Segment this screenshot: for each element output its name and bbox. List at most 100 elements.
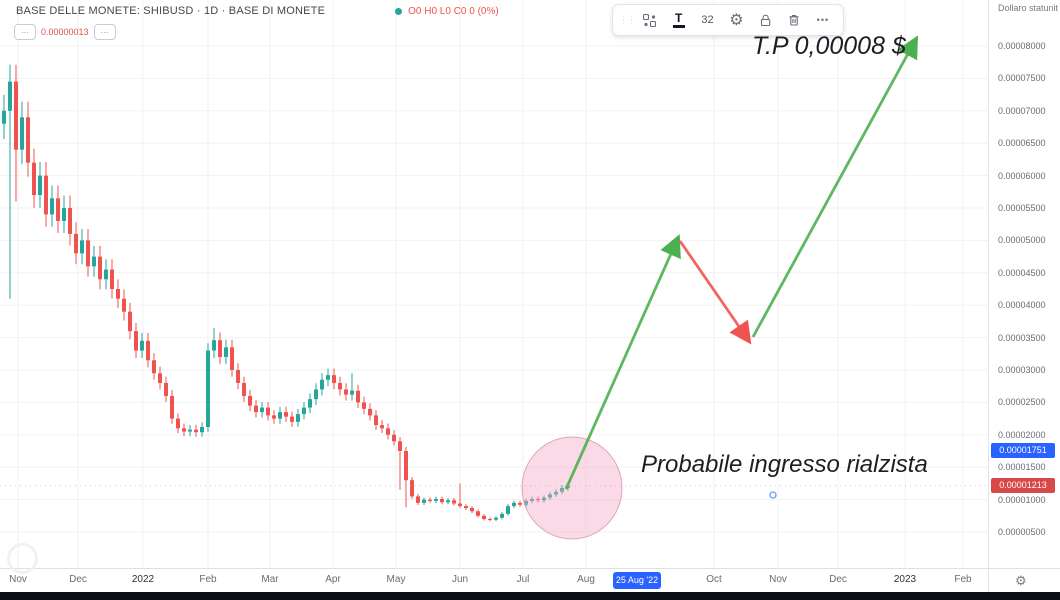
candle-body — [26, 117, 30, 163]
entry-highlight-circle[interactable] — [521, 436, 623, 540]
candle-body — [98, 256, 102, 280]
time-tick: Feb — [954, 574, 972, 585]
candle-body — [314, 389, 318, 400]
candle-body — [362, 402, 366, 409]
price-tick: 0.00003500 — [998, 332, 1046, 343]
candle-body — [158, 373, 162, 383]
candle-body — [230, 347, 234, 370]
candle-body — [272, 415, 276, 419]
trash-icon[interactable] — [783, 8, 805, 32]
toolbar-drag-handle-icon[interactable]: ⋮⋮ — [619, 14, 636, 25]
font-size-button[interactable]: 32 — [701, 14, 714, 26]
time-tick: Feb — [199, 574, 217, 585]
candle-body — [236, 370, 240, 383]
candle-body — [500, 513, 504, 518]
candle-body — [392, 434, 396, 442]
candle-body — [374, 415, 378, 426]
candle-body — [206, 350, 210, 428]
impulse-up-arrow[interactable] — [564, 234, 681, 490]
time-tick: Jul — [516, 574, 530, 585]
candle-body — [290, 416, 294, 422]
price-tick: 0.00004000 — [998, 300, 1046, 311]
candle-body — [338, 382, 342, 390]
time-tick: Mar — [261, 574, 279, 585]
symbol-title[interactable]: BASE DELLE MONETE: SHIBUSD · 1D · BASE D… — [16, 5, 326, 17]
candle-body — [488, 519, 492, 521]
candle-body — [428, 499, 432, 501]
candle-body — [326, 375, 330, 380]
candle-body — [344, 389, 348, 395]
text-color-letter: T — [675, 10, 683, 25]
bottom-black-strip — [0, 592, 1060, 600]
target-price-annotation[interactable]: T.P 0,00008 $ — [752, 32, 906, 60]
candle-body — [170, 395, 174, 419]
price-tick: 0.00005000 — [998, 235, 1046, 246]
candle-body — [506, 506, 510, 514]
time-axis[interactable]: Nov Dec 2022 Feb Mar Apr May Jun Jul Aug Oct Nov Dec… — [0, 568, 988, 593]
candle-body — [398, 441, 402, 451]
time-tick: Jun — [451, 574, 469, 585]
text-color-icon[interactable]: T — [668, 8, 690, 32]
more-options-icon[interactable]: ••• — [816, 15, 830, 25]
price-tick: 0.00008000 — [998, 41, 1046, 51]
chart-legend: BASE DELLE MONETE: SHIBUSD · 1D · BASE D… — [16, 5, 499, 17]
candle-body — [266, 407, 270, 416]
candle-body — [44, 175, 48, 215]
candle-body — [14, 81, 18, 150]
drawing-toolbar: ⋮⋮ T 32 ⚙ — [612, 4, 844, 36]
legend-more-right-button[interactable]: ... — [93, 24, 116, 40]
candle-body — [164, 382, 168, 396]
price-tick: 0.00007500 — [998, 73, 1046, 84]
candle-body — [122, 298, 126, 312]
series-dot-icon — [395, 7, 403, 15]
price-axis[interactable]: Dollaro statunit 0.00008000 0.00007500 0.0… — [988, 0, 1060, 568]
price-badge-red: 0.00001213 — [991, 478, 1055, 494]
candle-body — [110, 269, 114, 289]
candle-body — [212, 340, 216, 351]
candle-body — [176, 418, 180, 429]
candle-body — [320, 379, 324, 390]
candle-body — [548, 494, 552, 498]
candle-body — [446, 500, 450, 503]
grid-lines — [0, 0, 988, 568]
pullback-down-arrow[interactable] — [678, 240, 752, 345]
legend-change-value: 0.00000013 — [41, 27, 89, 37]
candle-body — [482, 515, 486, 520]
time-tick: Aug — [577, 574, 595, 585]
entry-annotation[interactable]: Probabile ingresso rialzista — [641, 451, 928, 478]
legend-more-left-button[interactable]: ... — [14, 24, 36, 40]
price-tick: 0.00002000 — [998, 429, 1046, 440]
target-up-arrow[interactable] — [751, 35, 919, 338]
candle-body — [350, 390, 354, 395]
price-tick: 0.00005500 — [998, 203, 1046, 213]
candle-body — [560, 487, 564, 492]
candlestick-chart[interactable] — [0, 0, 988, 568]
candle-body — [284, 412, 288, 417]
candle-body — [62, 208, 66, 221]
lock-icon[interactable] — [754, 8, 776, 32]
time-tick: Nov — [9, 574, 27, 585]
candle-body — [554, 491, 558, 495]
candle-body — [128, 311, 132, 332]
candle-body — [530, 498, 534, 501]
candle-body — [152, 360, 156, 374]
candle-body — [368, 408, 372, 416]
candle-body — [278, 412, 282, 419]
candle-body — [188, 429, 192, 432]
candle-body — [440, 498, 444, 503]
ohlc-values: O0 H0 L0 C0 0 (0%) — [408, 5, 499, 17]
chart-pane[interactable]: BASE DELLE MONETE: SHIBUSD · 1D · BASE D… — [0, 0, 988, 574]
axis-settings-gear-icon[interactable]: ⚙ — [1015, 573, 1027, 588]
text-anchor-dot[interactable] — [769, 491, 777, 499]
time-tick: Nov — [769, 574, 787, 585]
candle-body — [20, 117, 24, 150]
candle-body — [56, 198, 60, 221]
candle-body — [254, 405, 258, 413]
candle-body — [422, 499, 426, 503]
candle-body — [140, 340, 144, 351]
candle-body — [386, 428, 390, 435]
settings-gear-icon[interactable]: ⚙ — [729, 12, 744, 29]
candle-body — [296, 414, 300, 422]
style-settings-icon[interactable] — [639, 8, 661, 32]
